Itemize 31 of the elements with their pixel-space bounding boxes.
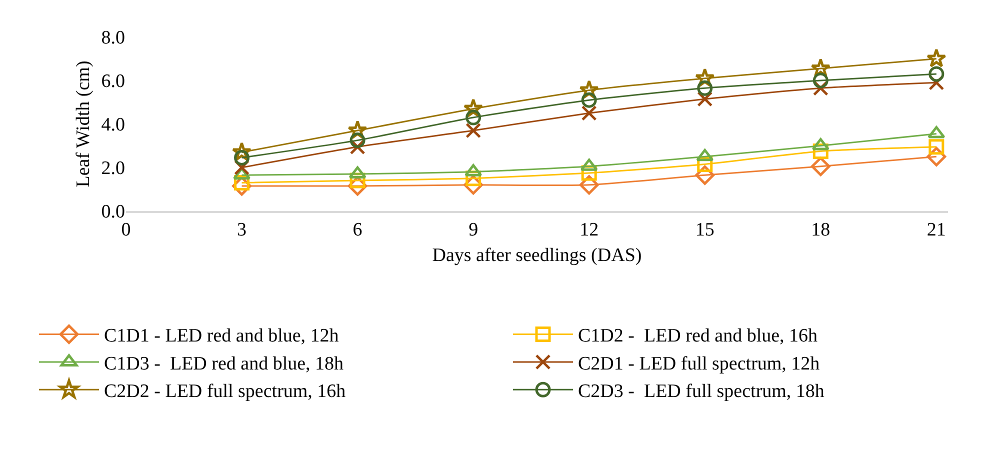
point — [696, 148, 714, 162]
legend-label: C1D1 - LED red and blue, 12h — [104, 326, 340, 347]
legend-label: C2D2 - LED full spectrum, 16h — [104, 381, 346, 402]
x-tick-label: 3 — [237, 220, 247, 241]
point — [928, 66, 944, 82]
point — [697, 80, 713, 96]
x-tick-label: 21 — [926, 220, 946, 241]
point — [350, 132, 366, 148]
point — [466, 110, 482, 126]
y-tick-label: 2.0 — [101, 158, 125, 180]
point — [348, 166, 366, 179]
point — [926, 48, 946, 68]
point — [234, 150, 250, 166]
x-tick-label: 9 — [468, 220, 478, 241]
y-axis-title: Leaf Width (cm) — [73, 60, 94, 188]
point — [810, 156, 830, 176]
legend-label: C2D3 - LED full spectrum, 18h — [578, 381, 825, 402]
x-tick-label: 18 — [811, 220, 830, 241]
y-tick-label: 8.0 — [101, 28, 125, 49]
y-tick-label: 4.0 — [101, 114, 125, 136]
x-tick-label: 12 — [580, 220, 599, 241]
point — [812, 72, 828, 88]
point — [928, 139, 944, 155]
x-axis-title: Days after seedlings (DAS) — [432, 244, 642, 266]
x-tick-label: 15 — [695, 220, 714, 241]
legend-label: C1D3 - LED red and blue, 18h — [104, 353, 344, 374]
legend-label: C1D2 - LED red and blue, 16h — [578, 326, 818, 347]
x-tick-label: 6 — [352, 220, 362, 241]
legend-label: C2D1 - LED full spectrum, 12h — [578, 353, 820, 374]
y-tick-label: 6.0 — [101, 71, 125, 92]
point — [581, 92, 597, 108]
